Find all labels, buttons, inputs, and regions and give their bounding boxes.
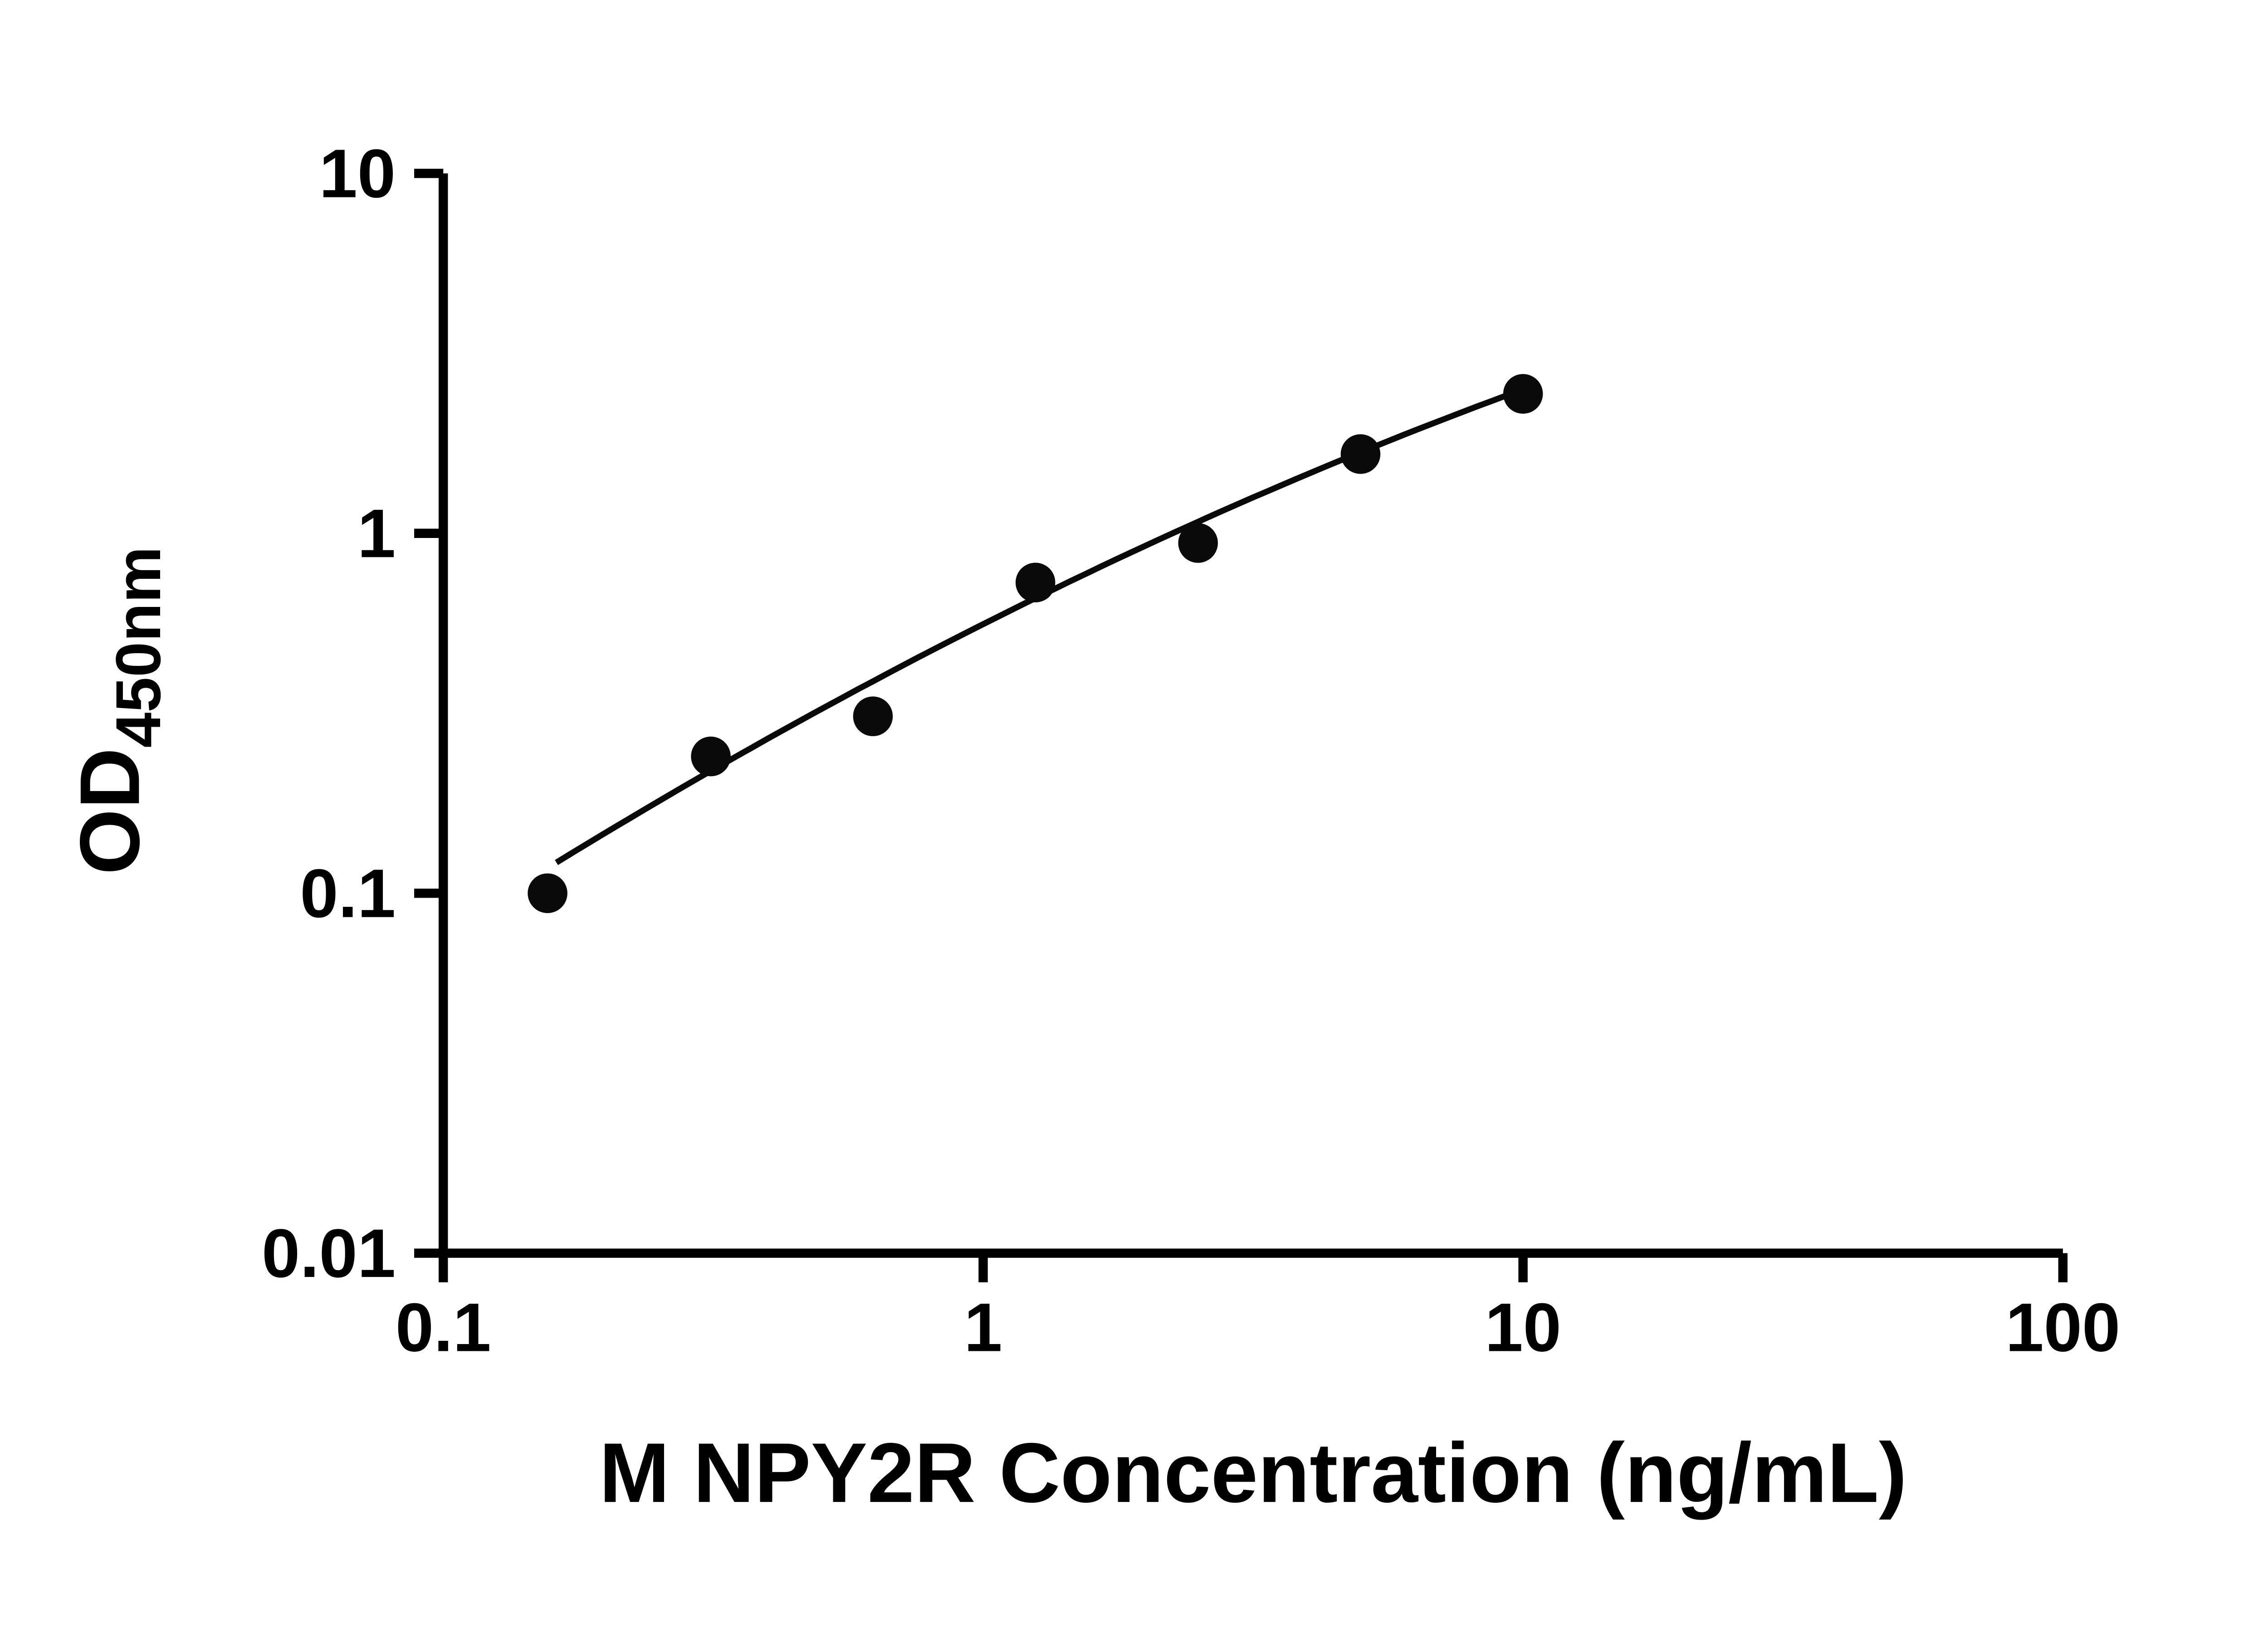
x-axis-title: M NPY2R Concentration (ng/mL) <box>599 1425 1907 1520</box>
x-axis-ticks: 0.1 1 10 100 <box>396 1253 2120 1366</box>
axes <box>439 173 2063 1258</box>
data-point <box>528 873 567 913</box>
data-point <box>691 736 731 777</box>
y-axis-ticks: 0.01 0.1 1 10 <box>262 136 444 1292</box>
y-tick-label: 0.1 <box>300 856 396 932</box>
y-axis-title: OD450nm <box>62 547 174 875</box>
x-tick-label: 10 <box>1485 1290 1561 1366</box>
data-point <box>1178 523 1218 563</box>
y-tick-label: 1 <box>357 495 396 572</box>
y-axis-title-main: OD <box>62 748 157 875</box>
data-point <box>1503 374 1543 414</box>
x-tick-label: 100 <box>2005 1290 2120 1366</box>
data-point <box>1340 434 1381 474</box>
axis-lines <box>439 173 2063 1258</box>
y-tick-label: 10 <box>319 136 396 212</box>
y-tick-label: 0.01 <box>262 1215 396 1292</box>
x-tick-label: 0.1 <box>396 1290 491 1366</box>
y-axis-title-subscript: 450nm <box>103 547 174 748</box>
x-tick-label: 1 <box>964 1290 1002 1366</box>
data-point <box>1015 562 1056 603</box>
data-point <box>853 696 893 736</box>
data-points <box>528 374 1543 913</box>
